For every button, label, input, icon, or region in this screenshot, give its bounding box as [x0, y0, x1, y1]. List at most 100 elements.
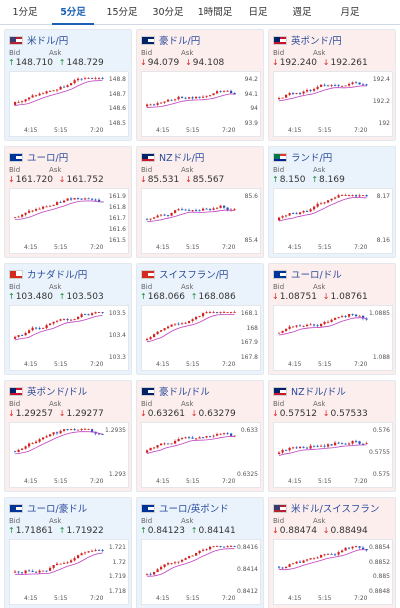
pair-name[interactable]: 英ポンド/円	[291, 36, 342, 47]
price-chart[interactable]: 94.2 94.1 94 93.9 4:15 5:15 7:20	[141, 71, 261, 137]
candle	[98, 312, 101, 313]
candle	[59, 563, 62, 565]
pair-name[interactable]: ユーロ/ドル	[291, 270, 342, 281]
price-chart[interactable]: 148.8 148.7 148.6 148.5 4:15 5:15 7:20	[9, 71, 129, 137]
pair-name[interactable]: 豪ドル/円	[159, 36, 201, 47]
price-chart[interactable]: 161.9 161.8 161.7 161.6 161.5 4:15 5:15 7:20	[9, 188, 129, 254]
currency-card[interactable]: ユーロ/ドル Bid Ask ↓1.08751 ↓1.08761 1.0885 1.…	[268, 263, 396, 375]
candle	[66, 85, 69, 88]
candle	[223, 433, 226, 435]
pair-name[interactable]: NZドル/ドル	[291, 387, 346, 398]
arrow-up-icon: ↑	[58, 526, 66, 535]
tab-30min[interactable]: 30分足	[152, 7, 184, 18]
pair-name[interactable]: ユーロ/豪ドル	[27, 504, 88, 515]
currency-card[interactable]: 米ドル/スイスフラン Bid Ask ↓0.88474 ↓0.88494 0.88…	[268, 497, 396, 608]
candle	[167, 215, 170, 216]
price-chart[interactable]: 1.0885 1.088 4:15 5:15 7:20	[273, 305, 393, 371]
x-time-label: 5:15	[186, 244, 200, 251]
pair-name[interactable]: NZドル/円	[159, 153, 205, 164]
currency-card[interactable]: ランド/円 Bid Ask ↑8.150 ↑8.169 8.17 8.16 4:15 5…	[268, 146, 396, 258]
pair-name[interactable]: ユーロ/英ポンド	[159, 504, 229, 515]
candle	[170, 99, 173, 101]
currency-card[interactable]: ユーロ/円 Bid Ask ↓161.720 ↓161.752 161.9 161.…	[4, 146, 132, 258]
candle	[38, 327, 41, 329]
price-chart[interactable]: 1.721 1.72 1.719 1.718 4:15 5:15 7:20	[9, 539, 129, 605]
candle	[153, 572, 156, 575]
candle	[28, 570, 31, 572]
pair-name[interactable]: ユーロ/円	[27, 153, 69, 164]
pair-name[interactable]: カナダドル/円	[27, 270, 88, 281]
moving-average-line	[14, 431, 103, 455]
tab-weekly[interactable]: 週足	[292, 7, 312, 18]
candle	[313, 445, 316, 447]
pair-name[interactable]: スイスフラン/円	[159, 270, 229, 281]
moving-average-line	[278, 197, 367, 222]
candle	[216, 91, 219, 94]
price-chart[interactable]: 168.1 168 167.9 167.8 4:15 5:15 7:20	[141, 305, 261, 371]
gb-flag-icon	[9, 386, 23, 396]
currency-card[interactable]: NZドル/円 Bid Ask ↓85.531 ↓85.567 85.6 85.4 4:…	[136, 146, 264, 258]
tab-1hour[interactable]: 1時間足	[197, 7, 233, 18]
candle	[31, 95, 34, 98]
currency-card[interactable]: 豪ドル/ドル Bid Ask ↓0.63261 ↓0.63279 0.633 0.6…	[136, 380, 264, 492]
candle	[38, 93, 41, 96]
pair-name[interactable]: 米ドル/円	[27, 36, 69, 47]
tab-daily[interactable]: 日足	[248, 7, 268, 18]
price-chart[interactable]: 85.6 85.4 4:15 5:15 7:20	[141, 188, 261, 254]
candle	[313, 206, 316, 210]
candle	[24, 332, 27, 336]
tab-15min[interactable]: 15分足	[106, 7, 138, 18]
candle	[91, 429, 94, 432]
candle	[323, 84, 326, 86]
pair-name[interactable]: 豪ドル/ドル	[159, 387, 210, 398]
currency-card[interactable]: 英ポンド/ドル Bid Ask ↓1.29257 ↓1.29277 1.2935 1…	[4, 380, 132, 492]
price-chart[interactable]: 0.633 0.6325 4:15 5:15 7:20	[141, 422, 261, 488]
price-chart[interactable]: 192.4 192.2 192 4:15 5:15 7:20	[273, 71, 393, 137]
bid-ask-values: ↓1.08751 ↓1.08761	[272, 292, 371, 302]
currency-card[interactable]: NZドル/ドル Bid Ask ↓0.57512 ↓0.57533 0.576 0.…	[268, 380, 396, 492]
price-chart[interactable]: 0.8854 0.8852 0.885 0.8848 4:15 5:15 7:20	[273, 539, 393, 605]
currency-card[interactable]: 英ポンド/円 Bid Ask ↓192.240 ↓192.261 192.4 192…	[268, 29, 396, 141]
price-chart[interactable]: 8.17 8.16 4:15 5:15 7:20	[273, 188, 393, 254]
y-tick-label: 1.2935	[105, 427, 126, 434]
price-chart[interactable]: 1.2935 1.293 4:15 5:15 7:20	[9, 422, 129, 488]
price-chart[interactable]: 103.5 103.4 103.3 4:15 5:15 7:20	[9, 305, 129, 371]
candle	[288, 213, 291, 216]
x-time-label: 7:20	[222, 595, 236, 602]
candle	[216, 207, 219, 209]
price-chart[interactable]: 0.576 0.5755 0.575 4:15 5:15 7:20	[273, 422, 393, 488]
pair-name[interactable]: 米ドル/スイスフラン	[291, 504, 380, 515]
pair-name[interactable]: 英ポンド/ドル	[27, 387, 88, 398]
pair-name[interactable]: ランド/円	[291, 153, 333, 164]
x-time-label: 7:20	[90, 127, 104, 134]
moving-average-line	[278, 85, 367, 102]
currency-card[interactable]: スイスフラン/円 Bid Ask ↑168.066 ↑168.086 168.1 1…	[136, 263, 264, 375]
currency-card[interactable]: 米ドル/円 Bid Ask ↑148.710 ↑148.729 148.8 148.…	[4, 29, 132, 141]
y-tick-label: 85.4	[244, 237, 258, 244]
candle	[73, 198, 76, 200]
ch-flag-icon	[141, 269, 155, 279]
y-tick-label: 8.16	[376, 237, 390, 244]
candle	[205, 312, 208, 314]
tab-1min[interactable]: 1分足	[12, 7, 38, 18]
candle	[52, 321, 55, 324]
x-time-label: 5:15	[54, 478, 68, 485]
candle	[91, 198, 94, 200]
x-time-label: 4:15	[288, 595, 302, 602]
currency-card[interactable]: ユーロ/英ポンド Bid Ask ↑0.84123 ↑0.84141 0.8416…	[136, 497, 264, 608]
candlestick-chart	[278, 313, 368, 336]
currency-card[interactable]: ユーロ/豪ドル Bid Ask ↑1.71861 ↑1.71922 1.721 1.…	[4, 497, 132, 608]
x-time-label: 7:20	[90, 244, 104, 251]
tab-5min[interactable]: 5分足	[52, 0, 94, 25]
candle	[146, 104, 149, 107]
candle	[198, 437, 201, 439]
candle	[177, 561, 180, 563]
price-chart[interactable]: 0.8416 0.8414 0.8412 4:15 5:15 7:20	[141, 539, 261, 605]
currency-card[interactable]: カナダドル/円 Bid Ask ↑103.480 ↑103.503 103.5 10…	[4, 263, 132, 375]
arrow-down-icon: ↓	[190, 409, 198, 418]
currency-card[interactable]: 豪ドル/円 Bid Ask ↓94.079 ↓94.108 94.2 94.1 94 9…	[136, 29, 264, 141]
candle	[233, 435, 236, 437]
arrow-down-icon: ↓	[322, 409, 330, 418]
candle	[351, 314, 354, 315]
tab-monthly[interactable]: 月足	[340, 7, 360, 18]
